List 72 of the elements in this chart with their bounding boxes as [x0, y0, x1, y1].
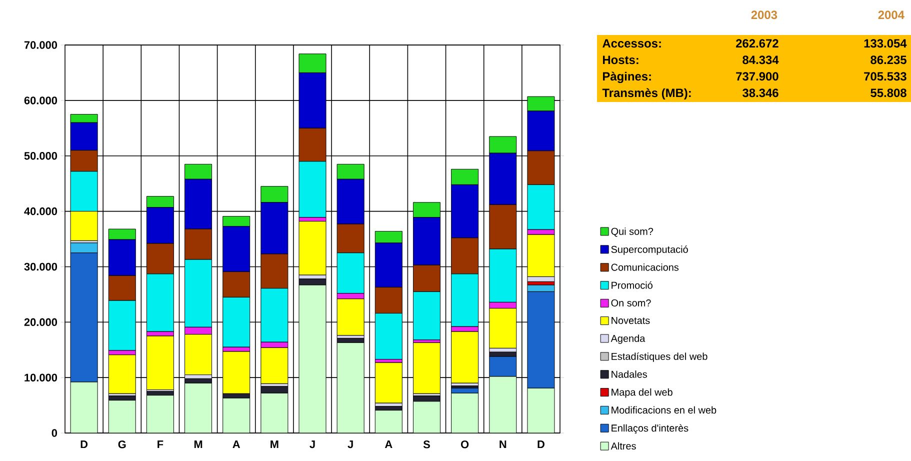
- text: 705.533: [864, 72, 906, 81]
- bar: [451, 393, 478, 433]
- text: Transmès (MB):: [602, 88, 691, 100]
- legend-label: Supercomputació: [611, 245, 688, 255]
- text: 262.672: [736, 39, 778, 48]
- legend-label: Promoció: [612, 281, 652, 289]
- bar: [222, 398, 250, 433]
- legend-label: Altres: [610, 442, 636, 450]
- bar: [336, 338, 364, 343]
- bar: [184, 378, 212, 384]
- bar: [337, 342, 364, 433]
- bar: [527, 388, 555, 433]
- x-tick-label: M: [194, 440, 202, 448]
- text: 2004: [878, 10, 904, 20]
- bar: [108, 400, 136, 433]
- bar: [413, 401, 440, 433]
- bar: [260, 393, 288, 433]
- text: 737.900: [736, 72, 778, 81]
- text: 133.054: [864, 39, 907, 48]
- legend-label: Enllaços d'interès: [612, 424, 688, 434]
- y-tick-label: 60.000: [24, 96, 58, 104]
- x-tick-label: O: [461, 440, 469, 448]
- x-tick-label: S: [423, 440, 430, 448]
- bar: [374, 406, 402, 411]
- y-tick-label: 70.000: [24, 41, 58, 49]
- x-tick-label: M: [270, 440, 278, 448]
- legend-label: Qui som?: [611, 228, 654, 237]
- x-tick-label: D: [80, 440, 88, 448]
- x-tick-label: A: [384, 440, 392, 448]
- text: 55.808: [870, 88, 906, 98]
- text: 2003: [751, 10, 778, 20]
- bar: [374, 362, 402, 404]
- y-tick-label: 50.000: [24, 152, 58, 160]
- text: Pàgines:: [603, 72, 651, 84]
- bar: [146, 395, 174, 433]
- text: Accessos:: [602, 39, 661, 48]
- bar: [451, 388, 479, 394]
- y-tick-label: 40.000: [24, 207, 58, 216]
- y-tick-label: 10.000: [24, 374, 58, 382]
- text: Hosts:: [603, 56, 638, 64]
- x-tick-label: A: [232, 440, 240, 448]
- bar: [298, 221, 326, 276]
- x-tick-label: N: [500, 440, 506, 448]
- y-tick-label: 30.000: [24, 262, 58, 271]
- text: 86.235: [870, 56, 906, 64]
- legend-label: On som?: [611, 299, 651, 306]
- y-tick-label: 20.000: [24, 318, 58, 326]
- x-tick-label: J: [310, 440, 315, 448]
- legend-label: Nadales: [612, 370, 647, 378]
- legend-label: Estadístiques del web: [612, 352, 708, 362]
- bar: [299, 285, 326, 433]
- bar: [412, 396, 440, 402]
- y-tick-label: 0: [52, 429, 58, 437]
- bar: [70, 382, 98, 433]
- x-tick-label: G: [118, 440, 126, 448]
- legend-label: Comunicacions: [611, 264, 679, 271]
- bar: [375, 410, 402, 433]
- text: 38.346: [742, 88, 778, 98]
- bar: [184, 383, 212, 433]
- legend-label: Mapa del web: [612, 388, 672, 398]
- legend-label: Agenda: [610, 334, 646, 344]
- bar: [260, 386, 288, 394]
- bar: [412, 342, 440, 394]
- legend-label: Modificacions en el web: [612, 406, 716, 414]
- bar: [108, 396, 136, 401]
- text: 84.334: [742, 56, 779, 64]
- x-tick-label: F: [158, 440, 164, 448]
- x-tick-label: J: [348, 440, 353, 448]
- legend-label: Novetats: [612, 317, 650, 324]
- bar: [489, 376, 516, 433]
- bar: [222, 351, 250, 394]
- x-tick-label: D: [538, 440, 544, 448]
